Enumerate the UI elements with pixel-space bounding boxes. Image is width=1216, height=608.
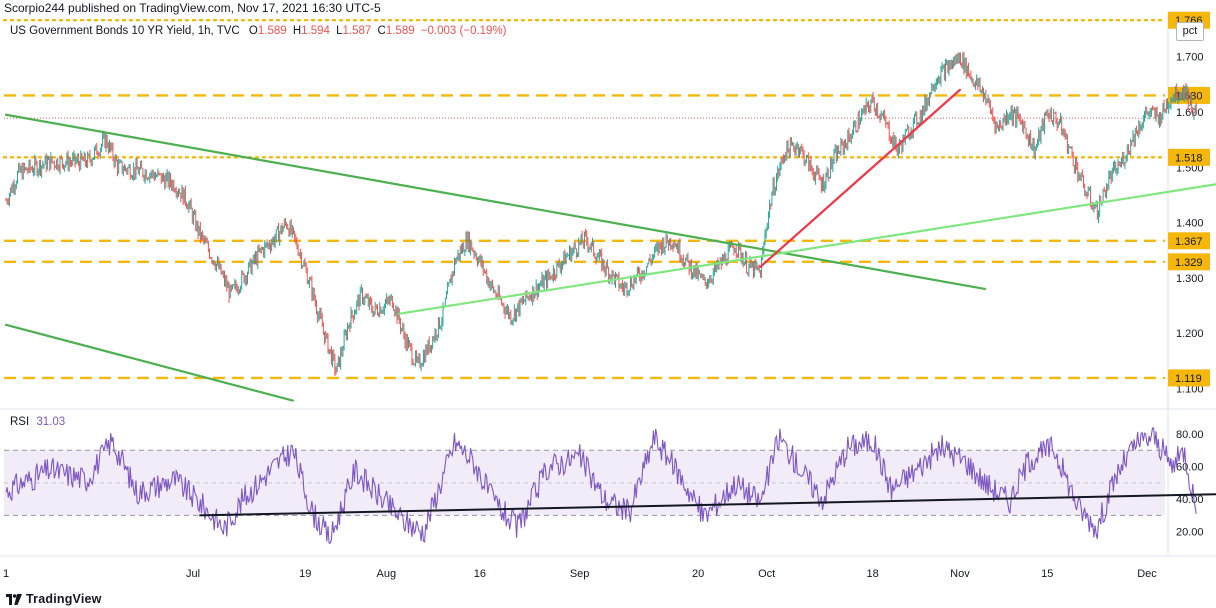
time-axis-tick-label: 18 — [867, 568, 879, 580]
red-trendline — [759, 88, 962, 268]
time-axis-tick-label: Dec — [1137, 568, 1157, 580]
level-price-tag — [1168, 232, 1210, 250]
candlestick-series — [5, 51, 1197, 377]
symbol-name: US Government Bonds 10 YR Yield, 1h, TVC — [10, 25, 240, 37]
low-label: L — [336, 25, 343, 37]
time-axis: 1 Jul 19 Aug 16 Sep 20 Oct 18 Nov 15 Dec — [3, 568, 1157, 580]
price-axis-tick-label: 1.300 — [1176, 273, 1204, 285]
time-axis-tick-label: 19 — [299, 568, 311, 580]
rsi-trendline — [199, 493, 1216, 517]
publisher-line: Scorpio244 published on TradingView.com,… — [4, 1, 381, 15]
time-axis-tick-label: 1 — [3, 568, 9, 580]
time-axis-tick-label: Aug — [377, 568, 397, 580]
level-price-label: 1.518 — [1175, 152, 1203, 164]
open-label: O — [248, 25, 258, 37]
unit-toggle-button[interactable]: pct — [1176, 22, 1204, 41]
symbol-legend: US Government Bonds 10 YR Yield, 1h, TVC… — [10, 25, 507, 37]
level-price-tag — [1168, 148, 1210, 166]
close-label: C — [377, 25, 386, 37]
price-axis-tick-label: 1.200 — [1176, 328, 1204, 340]
time-axis-tick-label: Jul — [186, 568, 200, 580]
tradingview-logo-icon — [6, 593, 22, 605]
time-axis-tick-label: 16 — [474, 568, 486, 580]
time-axis-tick-label: Sep — [570, 568, 590, 580]
high-value: 1.594 — [301, 25, 330, 37]
time-axis-tick-label: Nov — [950, 568, 970, 580]
descending-trendline-lower — [4, 323, 294, 402]
rsi-line — [5, 427, 1197, 544]
rsi-legend: RSI 31.03 — [10, 416, 65, 428]
level-price-label: 1.119 — [1175, 373, 1202, 385]
time-axis-tick-label: Oct — [758, 568, 775, 580]
low-value: 1.587 — [342, 25, 372, 37]
rsi-title: RSI — [10, 416, 30, 428]
rsi-axis-tick-label: 80.00 — [1176, 429, 1204, 441]
time-axis-tick-label: 20 — [692, 568, 704, 580]
rsi-axis-tick-label: 40.00 — [1176, 494, 1204, 506]
change-value: −0.003 (−0.19%) — [420, 25, 507, 37]
level-price-tag — [1168, 253, 1210, 271]
price-axis-tick-label: 1.100 — [1176, 383, 1204, 395]
rsi-axis-tick-label: 20.00 — [1176, 527, 1204, 539]
rsi-axis-tick-label: 60.00 — [1176, 462, 1204, 474]
level-price-label: 1.329 — [1175, 257, 1203, 269]
price-axis-tick-label: 1.600 — [1176, 107, 1204, 119]
level-price-label: 1.367 — [1175, 236, 1203, 248]
price-axis-tick-label: 1.700 — [1176, 52, 1204, 64]
time-axis-tick-label: 15 — [1041, 568, 1053, 580]
price-pane: 1.1001.2001.3001.4001.5001.6001.7001.766… — [2, 11, 1216, 402]
footer-brand: TradingView — [6, 592, 102, 606]
rsi-pane: 20.00 40.00 60.00 80.00 — [4, 427, 1216, 544]
ascending-trendline — [397, 183, 1216, 315]
rsi-value: 31.03 — [36, 416, 66, 428]
close-value: 1.589 — [385, 25, 415, 37]
price-axis-tick-label: 1.400 — [1176, 218, 1204, 230]
level-price-label: 1.630 — [1175, 90, 1203, 102]
level-price-tag — [1168, 369, 1210, 387]
open-value: 1.589 — [257, 25, 287, 37]
descending-trendline-upper — [4, 113, 986, 290]
footer-brand-text: TradingView — [26, 592, 102, 606]
high-label: H — [292, 25, 302, 37]
